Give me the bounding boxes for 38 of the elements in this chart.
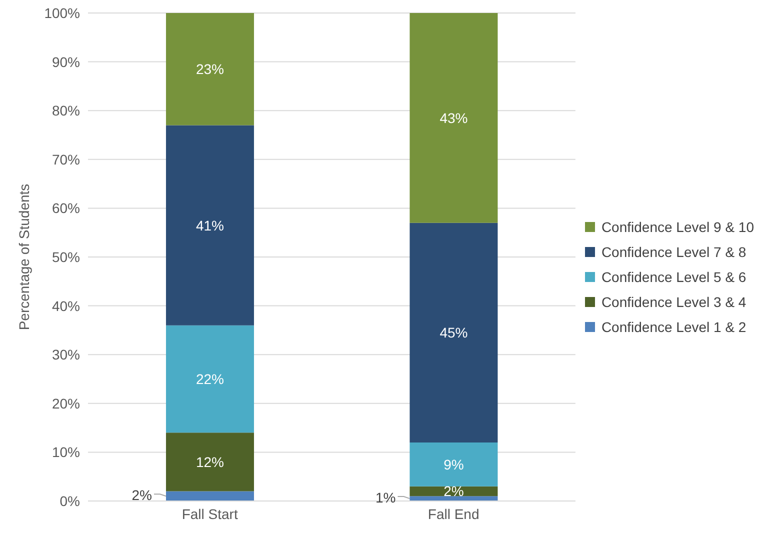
legend-label: Confidence Level 3 & 4 xyxy=(601,294,746,310)
y-tick-label: 70% xyxy=(52,151,80,168)
x-tick-label: Fall Start xyxy=(182,506,238,522)
bar xyxy=(410,222,498,442)
bar xyxy=(410,442,498,486)
y-tick-label: 50% xyxy=(52,248,80,265)
legend-label: Confidence Level 7 & 8 xyxy=(601,244,746,260)
data-label: 23% xyxy=(196,61,224,78)
y-tick-label: 30% xyxy=(52,346,80,363)
legend-label: Confidence Level 1 & 2 xyxy=(601,319,746,335)
y-tick-label: 20% xyxy=(52,395,80,412)
data-label: 43% xyxy=(440,110,468,126)
bar xyxy=(166,491,254,501)
bar xyxy=(166,325,254,433)
y-tick-label: 40% xyxy=(52,298,80,314)
bar xyxy=(410,13,498,223)
y-tick-label: 90% xyxy=(52,54,80,70)
data-label: 9% xyxy=(444,456,464,472)
y-tick-label: 10% xyxy=(52,444,80,460)
legend-label: Confidence Level 9 & 10 xyxy=(601,219,754,235)
data-label: 12% xyxy=(196,454,224,470)
y-tick-label: 60% xyxy=(52,200,80,216)
y-axis-title: Percentage of Students xyxy=(16,184,32,330)
bar xyxy=(166,13,254,126)
data-label: 2% xyxy=(444,483,464,500)
data-label: 22% xyxy=(196,371,224,387)
bar xyxy=(410,496,498,501)
y-tick-label: 100% xyxy=(44,4,80,21)
y-tick-label: 80% xyxy=(52,102,80,119)
data-label: 1% xyxy=(375,490,396,506)
y-tick-label: 0% xyxy=(60,492,80,509)
bar xyxy=(166,432,254,492)
bar xyxy=(166,125,254,326)
legend-label: Confidence Level 5 & 6 xyxy=(601,269,746,285)
data-label: 2% xyxy=(132,487,152,504)
data-label: 41% xyxy=(196,217,224,234)
x-tick-label: Fall End xyxy=(428,506,480,522)
data-label: 45% xyxy=(440,324,468,341)
